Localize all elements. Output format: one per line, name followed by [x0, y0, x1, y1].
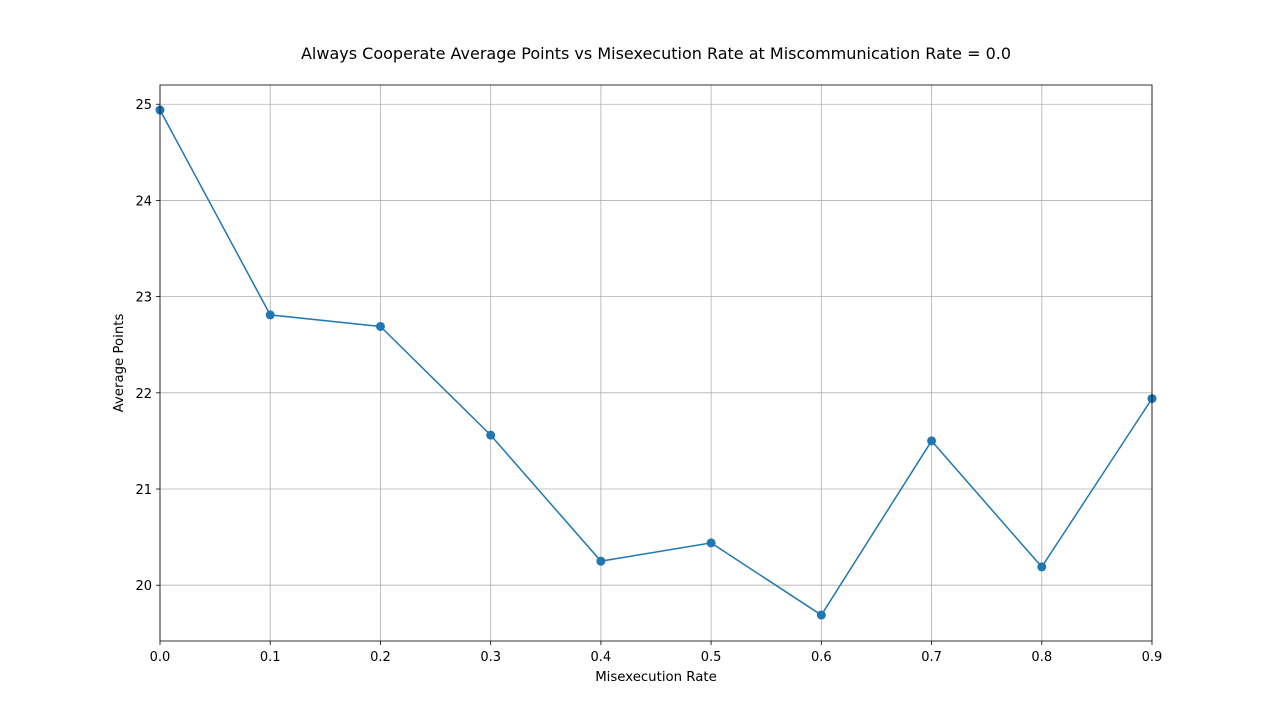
ticks: 0.0 0.1 0.2 0.3 0.4 0.5 0.6 0.7 0.8 0.9 20 21 22 23 24…	[135, 98, 1162, 665]
x-tick-label: 0.1	[260, 650, 281, 665]
x-tick-label: 0.8	[1031, 650, 1052, 665]
y-tick-label: 20	[135, 579, 152, 594]
data-point	[816, 610, 826, 620]
x-tick-label: 0.4	[591, 650, 612, 665]
data-point	[486, 430, 496, 440]
y-axis-label: Average Points	[112, 314, 127, 413]
x-tick-label: 0.9	[1142, 650, 1163, 665]
data-point	[265, 310, 275, 320]
series-line	[159, 109, 1153, 617]
data-point	[927, 436, 937, 446]
data-point	[596, 556, 606, 566]
x-tick-label: 0.6	[811, 650, 832, 665]
y-tick-label: 24	[135, 194, 152, 209]
y-tick-label: 21	[135, 483, 152, 498]
x-tick-label: 0.2	[370, 650, 391, 665]
grid	[159, 85, 1153, 641]
data-point	[706, 538, 716, 548]
y-tick-label: 23	[135, 291, 152, 306]
data-point	[1037, 562, 1047, 572]
axes-frame	[159, 84, 1153, 642]
data-point	[375, 321, 385, 331]
chart-title: Always Cooperate Average Points vs Misex…	[301, 44, 1011, 63]
x-axis-label: Misexecution Rate	[595, 670, 717, 685]
x-tick-label: 0.5	[701, 650, 722, 665]
y-tick-label: 22	[135, 387, 152, 402]
y-tick-label: 25	[135, 98, 152, 113]
x-tick-label: 0.0	[150, 650, 171, 665]
x-tick-label: 0.3	[480, 650, 501, 665]
x-tick-label: 0.7	[921, 650, 942, 665]
series-layer	[155, 105, 1157, 620]
